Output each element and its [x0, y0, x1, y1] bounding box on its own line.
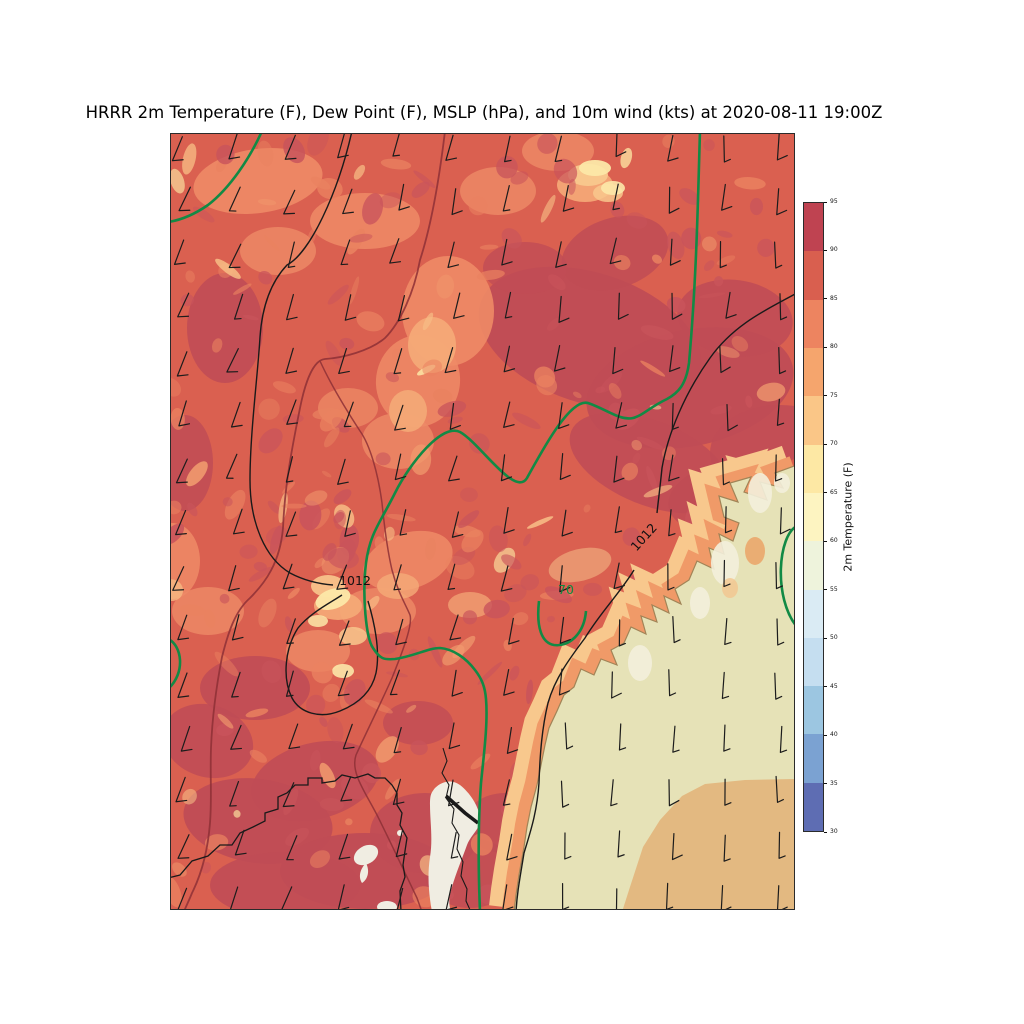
colorbar-tickmark	[824, 298, 827, 300]
colorbar-tick-label: 85	[830, 294, 838, 302]
colorbar-tickmark	[824, 831, 827, 833]
colorbar-segment	[804, 347, 823, 397]
colorbar-tickmark	[824, 443, 827, 445]
colorbar	[803, 202, 824, 832]
colorbar-tickmark	[824, 589, 827, 591]
colorbar-tick-label: 30	[830, 828, 838, 835]
contour-label: 1012	[339, 573, 371, 588]
colorbar-tickmark	[824, 686, 827, 688]
colorbar-tickmark	[824, 201, 827, 203]
colorbar-segment	[804, 203, 823, 252]
coastal-gradient-layer	[489, 445, 795, 910]
colorbar-tick-label: 95	[830, 198, 838, 205]
colorbar-tick-label: 40	[830, 731, 838, 739]
colorbar-tick-label: 45	[830, 682, 838, 690]
colorbar-tickmark	[824, 346, 827, 348]
marine-patches-layer	[628, 473, 790, 681]
colorbar-tickmark	[824, 783, 827, 785]
wind-barbs-layer	[171, 133, 791, 910]
boundary-lines-layer	[183, 133, 446, 910]
colorbar-segment	[804, 444, 823, 493]
colorbar-segment	[804, 686, 823, 735]
figure-title: HRRR 2m Temperature (F), Dew Point (F), …	[85, 103, 883, 122]
colorbar-segment	[804, 396, 823, 445]
colorbar-tick-label: 70	[830, 440, 838, 448]
colorbar-segment	[804, 492, 823, 542]
colorbar-tickmark	[824, 540, 827, 542]
colorbar-segment	[804, 299, 823, 348]
dewpoint-contours-layer	[170, 133, 795, 910]
contour-label: 70	[558, 582, 574, 597]
colorbar-segment	[804, 589, 823, 638]
colorbar-tickmark	[824, 734, 827, 736]
colorbar-tickmark	[824, 249, 827, 251]
colorbar-segment	[804, 251, 823, 300]
colorbar-tick-label: 90	[830, 246, 838, 254]
colorbar-tickmark	[824, 492, 827, 494]
colorbar-segment	[804, 734, 823, 783]
colorbar-label: 2m Temperature (F)	[841, 462, 855, 572]
colorbar-tick-label: 75	[830, 391, 838, 399]
colorbar-tick-label: 65	[830, 488, 838, 496]
colorbar-tick-label: 60	[830, 537, 838, 545]
colorbar-tick-label: 35	[830, 779, 838, 787]
colorbar-tick-label: 80	[830, 343, 838, 351]
southeast-warm-band	[622, 779, 795, 910]
colorbar-tick-label: 55	[830, 585, 838, 593]
map-frame	[170, 133, 795, 910]
colorbar-segment	[804, 637, 823, 687]
colorbar-segment	[804, 541, 823, 590]
colorbar-tickmark	[824, 637, 827, 639]
colorbar-tick-label: 50	[830, 634, 838, 642]
mslp-contours-layer	[170, 133, 795, 910]
colorbar-segment	[804, 782, 823, 832]
colorbar-tickmark	[824, 395, 827, 397]
